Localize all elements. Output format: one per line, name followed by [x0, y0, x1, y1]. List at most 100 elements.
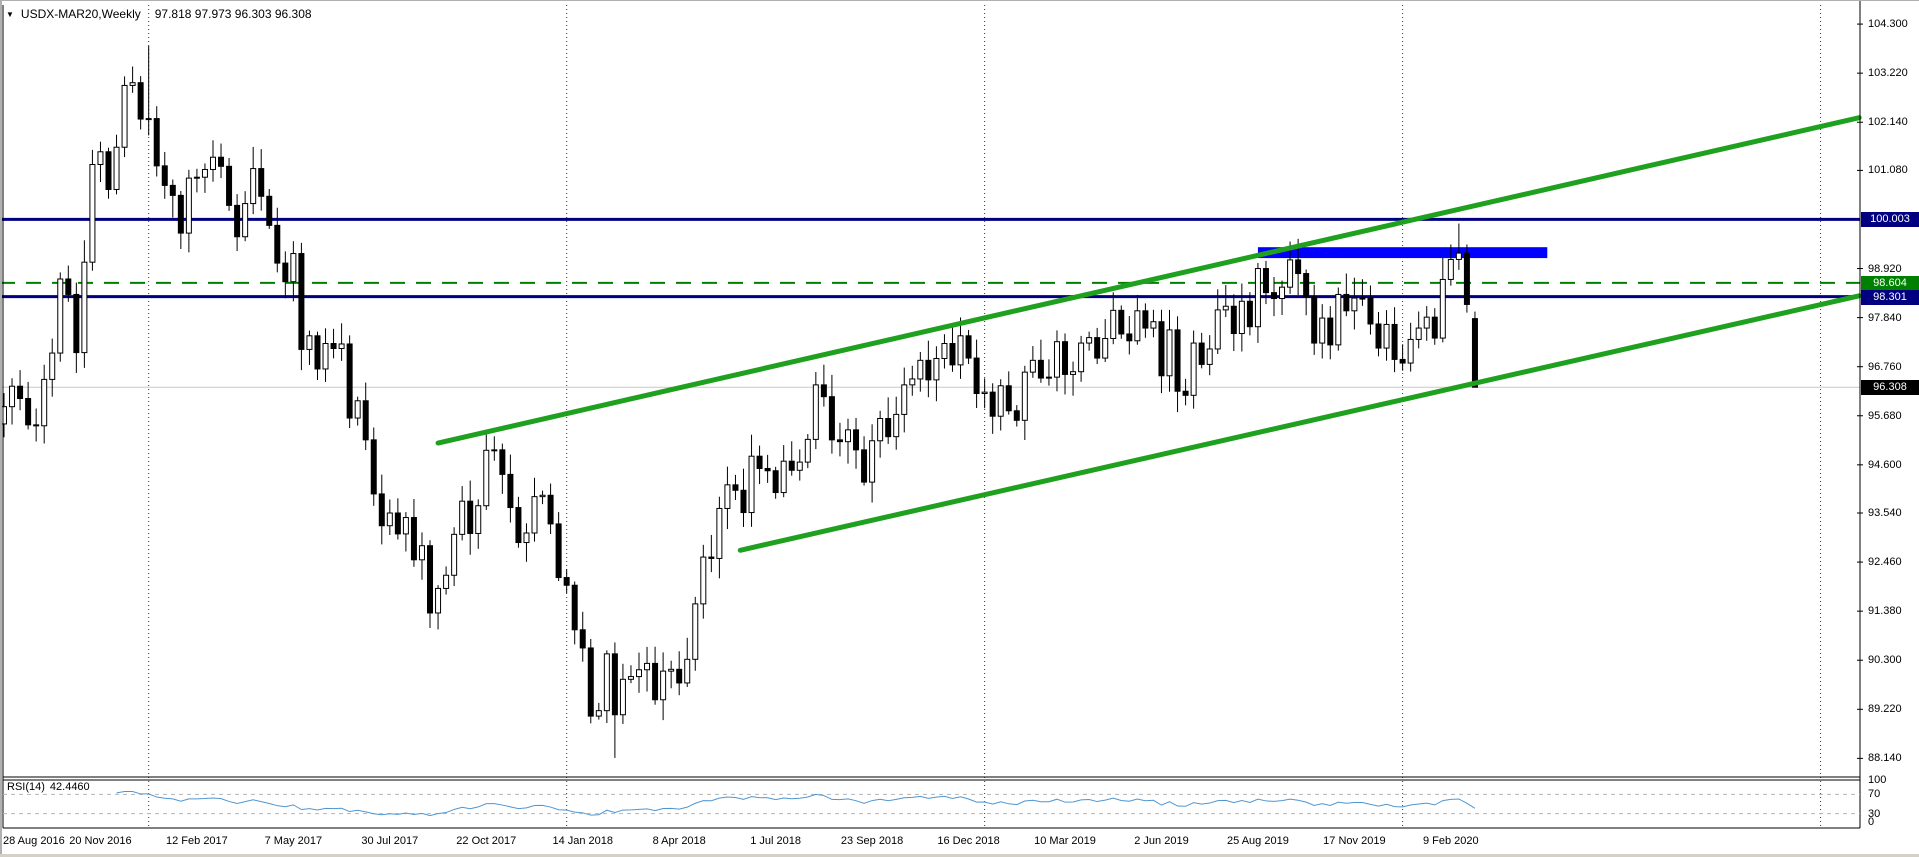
- date-axis-label: 12 Feb 2017: [166, 835, 228, 847]
- candle-bearish: [579, 629, 586, 649]
- candle-bearish: [587, 647, 594, 717]
- candle-bearish: [772, 470, 779, 494]
- candle-bearish: [1174, 329, 1181, 392]
- candle-bullish: [692, 603, 699, 660]
- ohlc-values: 97.818 97.973 96.303 96.308: [154, 7, 312, 21]
- price-axis-label: 103.220: [1868, 67, 1908, 80]
- candle-bullish: [1045, 376, 1052, 379]
- channel-upper-trendline[interactable]: [435, 115, 1862, 446]
- candle-bullish: [386, 512, 393, 527]
- date-axis-label: 17 Nov 2019: [1323, 835, 1386, 847]
- candle-bearish: [346, 343, 353, 419]
- rsi-axis-label: 0: [1868, 816, 1875, 828]
- candle-bearish: [1463, 252, 1470, 305]
- candle-bullish: [804, 438, 811, 463]
- candle-bearish: [467, 500, 474, 534]
- candle-bearish: [298, 253, 305, 350]
- candle-bullish: [1439, 278, 1446, 339]
- candle-bearish: [708, 556, 715, 559]
- candle-bullish: [1383, 323, 1390, 349]
- rsi-line[interactable]: [116, 790, 1476, 817]
- candle-bullish: [539, 494, 546, 498]
- candle-bullish: [1407, 338, 1414, 364]
- candle-bearish: [1311, 296, 1318, 344]
- candle-bearish: [1303, 273, 1310, 298]
- candle-bearish: [258, 168, 265, 197]
- rsi-indicator-label: RSI(14) 42.4460: [7, 781, 90, 793]
- candle-bullish: [724, 484, 731, 509]
- date-axis-label: 1 Jul 2018: [750, 835, 802, 847]
- date-axis-label: 10 Mar 2019: [1034, 835, 1096, 847]
- candle-bullish: [933, 358, 940, 381]
- candle-bullish: [1214, 309, 1221, 350]
- date-axis-label: 14 Jan 2018: [552, 835, 614, 847]
- date-axis-label: 8 Apr 2018: [652, 835, 706, 847]
- channel-lower-trendline[interactable]: [737, 293, 1862, 553]
- date-axis-label: 22 Oct 2017: [456, 835, 517, 847]
- candle-bearish: [410, 517, 417, 561]
- candle-bearish: [885, 417, 892, 438]
- candle-bullish: [145, 118, 152, 121]
- price-axis-label: 98.920: [1868, 262, 1902, 275]
- candle-bearish: [507, 473, 514, 509]
- candle-bearish: [676, 668, 683, 684]
- resistance-zone-rectangle[interactable]: [1257, 247, 1548, 259]
- date-axis-label: 7 May 2017: [264, 835, 323, 847]
- price-badge-100003: 100.003: [1861, 212, 1919, 228]
- candle-bullish: [1222, 305, 1229, 311]
- candle-bullish: [917, 359, 924, 380]
- candle-bearish: [1037, 359, 1044, 379]
- candle-bullish: [81, 261, 88, 354]
- candle-bullish: [684, 658, 691, 684]
- candle-bearish: [611, 653, 618, 716]
- candle-bearish: [282, 262, 289, 283]
- candle-bearish: [555, 523, 562, 579]
- candle-bullish: [322, 343, 329, 370]
- window-left-edge: [0, 1, 2, 857]
- candle-bearish: [169, 184, 176, 196]
- candle-bullish: [1254, 268, 1261, 328]
- price-badge-98301: 98.301: [1861, 289, 1919, 305]
- candle-bearish: [1094, 337, 1101, 359]
- candle-bullish: [700, 556, 707, 605]
- candle-bullish: [290, 253, 297, 283]
- candle-bearish: [1182, 390, 1189, 396]
- candle-bullish: [1021, 371, 1028, 421]
- date-axis-label: 16 Dec 2018: [937, 835, 1000, 847]
- candle-bearish: [732, 484, 739, 491]
- candle-bullish: [595, 710, 602, 717]
- candle-bullish: [668, 668, 675, 672]
- candle-bullish: [1166, 329, 1173, 377]
- date-axis-label: 9 Feb 2020: [1423, 835, 1479, 847]
- candle-bullish: [957, 335, 964, 366]
- candle-bearish: [1343, 293, 1350, 312]
- chart-dropdown-icon[interactable]: ▼: [6, 10, 14, 19]
- candle-bullish: [1335, 293, 1342, 346]
- candle-bullish: [1053, 341, 1060, 378]
- candle-bullish: [1279, 286, 1286, 300]
- date-axis-label: 20 Nov 2016: [69, 835, 132, 847]
- candle-bullish: [41, 378, 48, 427]
- candle-bearish: [25, 397, 32, 426]
- candle-bearish: [1471, 318, 1478, 388]
- candle-bearish: [828, 396, 835, 441]
- candle-bullish: [796, 461, 803, 471]
- candle-bullish: [909, 378, 916, 386]
- candle-bearish: [652, 662, 659, 701]
- candle-bullish: [306, 335, 313, 350]
- candle-bearish: [177, 194, 184, 234]
- candle-bearish: [153, 118, 160, 167]
- symbol-period-label: USDX-MAR20,Weekly: [20, 7, 141, 21]
- candle-bullish: [57, 278, 64, 354]
- date-axis-label: 23 Sep 2018: [840, 835, 904, 847]
- price-axis-label: 102.140: [1868, 116, 1908, 129]
- candle-bearish: [1158, 321, 1165, 377]
- candle-bearish: [17, 385, 24, 399]
- candle-bearish: [65, 278, 72, 295]
- candle-bullish: [9, 385, 16, 408]
- candle-bullish: [201, 168, 208, 178]
- candle-bullish: [619, 678, 626, 716]
- candle-bearish: [499, 449, 506, 475]
